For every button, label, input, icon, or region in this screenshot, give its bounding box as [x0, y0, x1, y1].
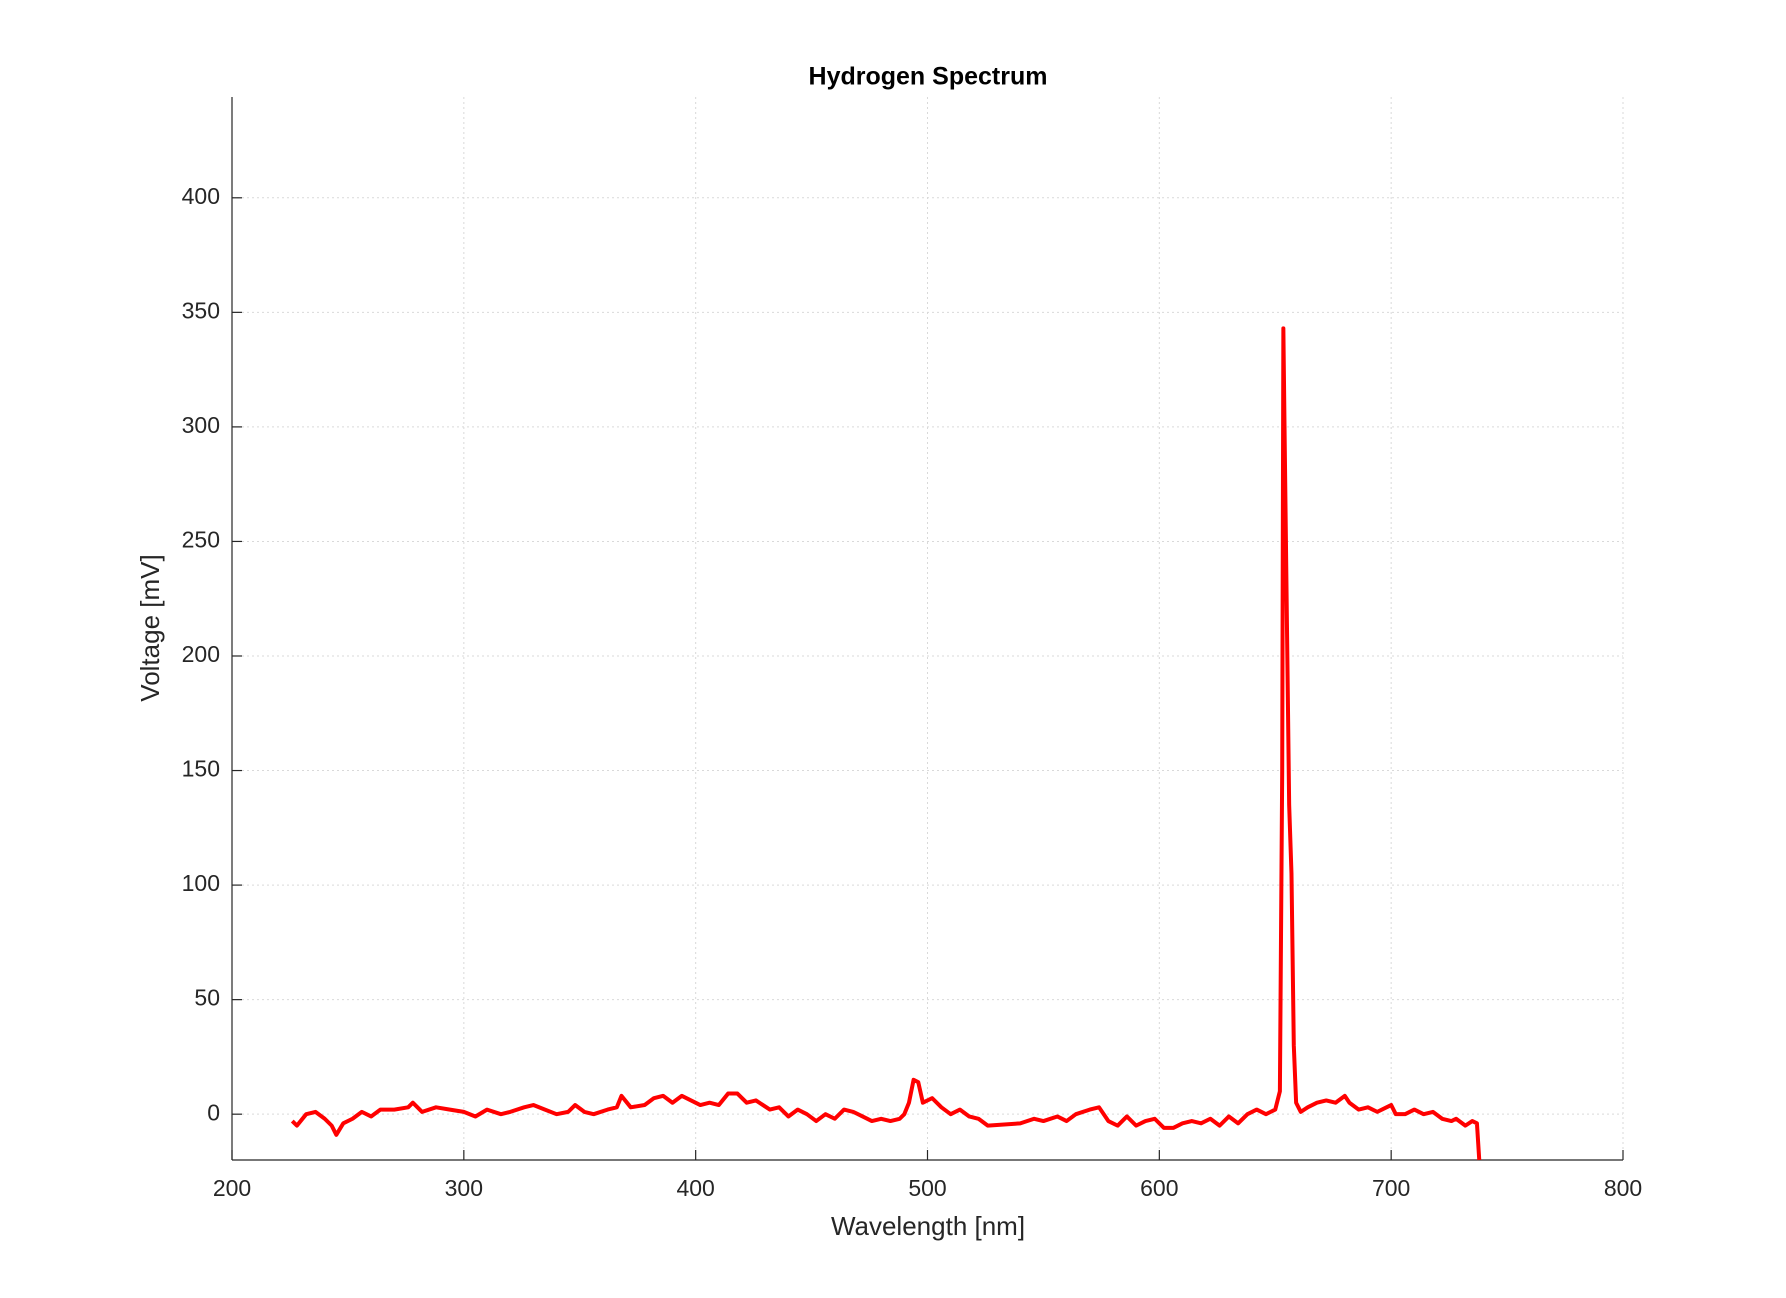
x-tick-label: 400	[676, 1175, 714, 1201]
x-axis-label: Wavelength [nm]	[831, 1211, 1025, 1241]
y-tick-label: 200	[182, 641, 220, 667]
x-tick-label: 700	[1372, 1175, 1410, 1201]
spectrum-line	[290, 326, 1482, 1161]
x-tick-label: 800	[1604, 1175, 1642, 1201]
x-tick-label: 500	[908, 1175, 946, 1201]
y-tick-label: 150	[182, 756, 220, 782]
y-tick-label: 100	[182, 870, 220, 896]
x-tick-label: 600	[1140, 1175, 1178, 1201]
x-tick-label: 200	[213, 1175, 251, 1201]
y-tick-label: 250	[182, 527, 220, 553]
x-tick-label: 300	[445, 1175, 483, 1201]
chart-title: Hydrogen Spectrum	[809, 63, 1048, 91]
y-tick-label: 300	[182, 412, 220, 438]
y-axis-label: Voltage [mV]	[135, 554, 165, 701]
y-tick-label: 350	[182, 297, 220, 323]
y-tick-label: 400	[182, 183, 220, 209]
y-tick-label: 50	[194, 985, 220, 1011]
y-tick-label: 0	[207, 1099, 220, 1125]
